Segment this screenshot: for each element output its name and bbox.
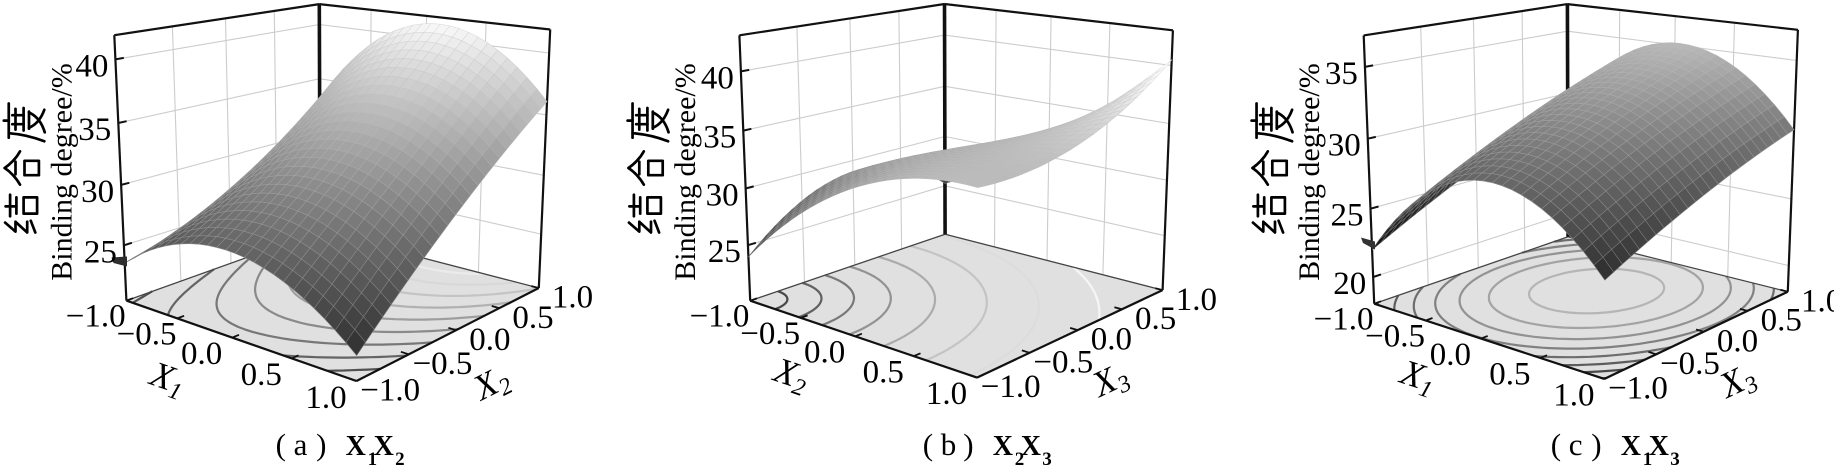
svg-text:30: 30 — [81, 174, 114, 210]
svg-text:1.0: 1.0 — [1176, 282, 1217, 318]
svg-text:25: 25 — [708, 234, 741, 270]
svg-text:−0.5: −0.5 — [413, 346, 473, 382]
svg-text:Binding degree/%: Binding degree/% — [45, 63, 78, 280]
svg-text:): ) — [1591, 427, 1601, 462]
svg-text:1.0: 1.0 — [1801, 283, 1834, 319]
svg-text:0.0: 0.0 — [1717, 323, 1758, 359]
svg-text:30: 30 — [706, 178, 739, 214]
svg-text:b: b — [941, 427, 957, 462]
svg-text:X: X — [1621, 431, 1641, 462]
svg-text:−0.5: −0.5 — [1365, 319, 1425, 355]
svg-text:(: ( — [1551, 427, 1561, 462]
svg-text:−0.5: −0.5 — [117, 317, 177, 353]
svg-text:35: 35 — [78, 112, 111, 148]
svg-text:(: ( — [276, 427, 286, 462]
svg-text:0.0: 0.0 — [1430, 337, 1471, 373]
svg-text:30: 30 — [1328, 128, 1361, 164]
svg-text:0.5: 0.5 — [512, 300, 553, 336]
svg-text:X: X — [1649, 431, 1669, 462]
svg-text:X: X — [374, 431, 394, 462]
svg-text:1.0: 1.0 — [926, 376, 967, 412]
svg-text:0.5: 0.5 — [241, 357, 282, 393]
svg-text:2: 2 — [395, 449, 405, 467]
svg-text:3: 3 — [1042, 449, 1052, 467]
svg-text:X: X — [346, 431, 366, 462]
svg-text:−1.0: −1.0 — [981, 369, 1041, 405]
svg-text:−1.0: −1.0 — [1314, 302, 1374, 338]
svg-text:1: 1 — [1643, 449, 1653, 467]
svg-text:35: 35 — [1325, 56, 1358, 92]
svg-text:): ) — [316, 427, 326, 462]
svg-text:1.0: 1.0 — [305, 380, 346, 416]
svg-text:0.5: 0.5 — [1135, 301, 1176, 337]
svg-text:40: 40 — [701, 60, 734, 96]
svg-text:2: 2 — [1015, 449, 1025, 467]
svg-text:3: 3 — [1670, 449, 1680, 467]
svg-text:(: ( — [923, 427, 933, 462]
svg-text:Binding degree/%: Binding degree/% — [1293, 63, 1326, 280]
svg-text:−0.5: −0.5 — [1660, 346, 1720, 382]
svg-text:Binding degree/%: Binding degree/% — [669, 63, 702, 280]
svg-text:): ) — [963, 427, 973, 462]
svg-text:0.0: 0.0 — [1091, 322, 1132, 358]
svg-text:1.0: 1.0 — [1553, 378, 1594, 414]
svg-text:0.5: 0.5 — [863, 355, 904, 391]
svg-text:35: 35 — [703, 120, 736, 156]
svg-text:−1.0: −1.0 — [1608, 371, 1668, 407]
svg-text:0.0: 0.0 — [181, 336, 222, 372]
svg-text:−0.5: −0.5 — [1033, 344, 1093, 380]
svg-text:0.5: 0.5 — [1761, 303, 1802, 339]
svg-text:1.0: 1.0 — [552, 280, 593, 316]
svg-text:0.0: 0.0 — [469, 322, 510, 358]
svg-text:−1.0: −1.0 — [690, 299, 750, 335]
svg-text:25: 25 — [84, 234, 117, 270]
svg-text:X: X — [993, 431, 1013, 462]
svg-text:20: 20 — [1333, 266, 1366, 302]
svg-text:−0.5: −0.5 — [740, 316, 800, 352]
svg-text:0.0: 0.0 — [804, 335, 845, 371]
svg-text:25: 25 — [1331, 198, 1364, 234]
svg-text:c: c — [1569, 427, 1583, 462]
svg-text:X: X — [1021, 431, 1041, 462]
svg-text:1: 1 — [368, 449, 378, 467]
svg-text:−1.0: −1.0 — [66, 299, 126, 335]
svg-text:40: 40 — [75, 48, 108, 84]
svg-text:a: a — [294, 427, 308, 462]
svg-text:−1.0: −1.0 — [360, 373, 420, 409]
svg-text:0.5: 0.5 — [1489, 356, 1530, 392]
